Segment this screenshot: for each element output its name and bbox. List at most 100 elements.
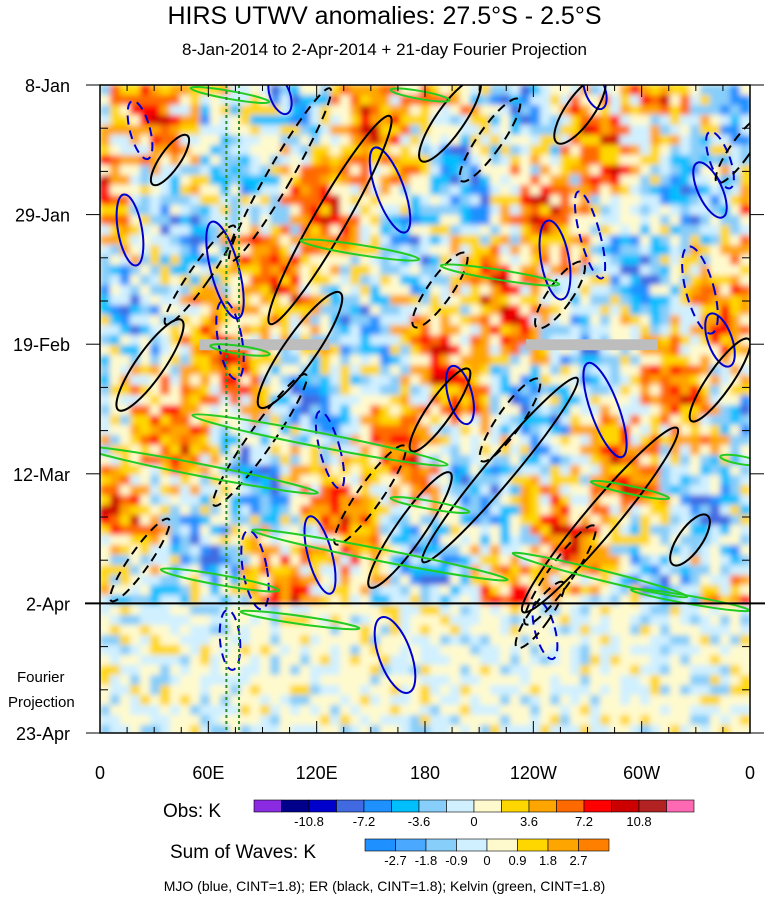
x-tick-label: 180 — [410, 763, 440, 783]
mjo-contour — [705, 130, 735, 190]
obs-colorbar-swatch — [363, 799, 392, 813]
obs-colorbar-swatch — [501, 799, 530, 813]
er-contour — [421, 376, 579, 564]
waves-colorbar-tick: -1.8 — [415, 853, 437, 868]
waves-colorbar-tick: -0.9 — [445, 853, 467, 868]
waves-colorbar-tick: -2.7 — [384, 853, 406, 868]
obs-colorbar-swatch — [611, 799, 640, 813]
mjo-contour — [267, 85, 293, 116]
obs-colorbar-swatch — [308, 799, 337, 813]
obs-colorbar-swatch — [638, 799, 667, 813]
obs-colorbar-tick: 7.2 — [575, 814, 593, 829]
kelvin-contour — [189, 86, 271, 104]
obs-colorbar-tick: 3.6 — [520, 814, 538, 829]
mjo-contour — [582, 85, 608, 111]
y-tick-label: 8-Jan — [25, 76, 70, 96]
anomaly-field — [100, 85, 750, 733]
x-tick-label: 60E — [192, 763, 224, 783]
obs-colorbar-swatch — [473, 799, 502, 813]
obs-colorbar-swatch — [253, 799, 282, 813]
kelvin-contour — [389, 87, 451, 103]
obs-colorbar-tick: 10.8 — [626, 814, 651, 829]
x-tick-label: 0 — [745, 763, 755, 783]
obs-colorbar-swatch — [528, 799, 557, 813]
x-axis: 0 60E 120E 180 120W 60W 0 — [95, 85, 755, 783]
er-contour — [163, 224, 237, 326]
kelvin-contour — [299, 238, 421, 262]
missing-data-band — [526, 339, 658, 351]
er-contour — [523, 524, 597, 626]
mjo-contour — [115, 193, 145, 267]
y-tick-label: 23-Apr — [16, 724, 70, 744]
waves-colorbar-swatch — [547, 838, 579, 852]
waves-colorbar-tick: 0 — [483, 853, 490, 868]
waves-colorbar-label: Sum of Waves: K — [170, 842, 317, 863]
obs-colorbar-swatch — [556, 799, 585, 813]
er-contour — [227, 87, 333, 263]
obs-colorbar-swatch — [391, 799, 420, 813]
projection-label-line2: Projection — [8, 694, 75, 711]
er-contour — [458, 97, 522, 183]
y-tick-label: 2-Apr — [26, 594, 70, 614]
er-contour — [367, 471, 453, 589]
kelvin-contour — [191, 413, 449, 467]
kelvin-contour — [389, 496, 471, 514]
obs-colorbar-swatch — [418, 799, 447, 813]
er-contour — [688, 337, 750, 423]
obs-colorbar-swatch — [336, 799, 365, 813]
waves-colorbar-tick: 0.9 — [508, 853, 526, 868]
kelvin-contour — [511, 551, 689, 599]
y-tick-label: 19-Feb — [13, 335, 70, 355]
waves-colorbar-swatch — [364, 838, 396, 852]
mjo-contour — [531, 599, 559, 661]
kelvin-contour — [159, 567, 281, 593]
chart-title: HIRS UTWV anomalies: 27.5°S - 2.5°S — [167, 2, 602, 30]
mjo-contour — [582, 361, 628, 459]
waves-colorbar-tick: 1.8 — [539, 853, 557, 868]
obs-colorbar-swatch — [583, 799, 612, 813]
er-contour — [256, 290, 344, 410]
er-contour — [109, 517, 171, 603]
waves-colorbar-tick: 2.7 — [569, 853, 587, 868]
mjo-contour — [373, 616, 417, 694]
waves-colorbar-swatch — [517, 838, 549, 852]
er-contour — [514, 580, 566, 650]
x-tick-label: 120W — [510, 763, 557, 783]
waves-colorbar-swatch — [425, 838, 457, 852]
mjo-contour — [681, 245, 719, 335]
er-contour — [408, 367, 472, 453]
chart-subtitle: 8-Jan-2014 to 2-Apr-2014 + 21-day Fourie… — [182, 40, 587, 59]
er-contour — [478, 377, 542, 463]
kelvin-contour — [100, 445, 319, 495]
obs-colorbar-tick: 0 — [470, 814, 477, 829]
er-contour — [267, 114, 393, 326]
mjo-contour — [240, 529, 270, 611]
waves-colorbar-swatch — [456, 838, 488, 852]
mjo-contour — [215, 299, 245, 381]
mjo-contour — [126, 99, 154, 161]
y-axis: 8-Jan 29-Jan 19-Feb 12-Mar 2-Apr 23-Apr — [13, 76, 764, 744]
mjo-contour — [314, 410, 346, 490]
er-contour — [149, 133, 191, 187]
er-contour — [553, 85, 607, 145]
mjo-contour — [445, 364, 475, 426]
kelvin-contour — [589, 479, 671, 501]
y-tick-label: 12-Mar — [13, 465, 70, 485]
contour-legend: MJO (blue, CINT=1.8); ER (black, CINT=1.… — [163, 878, 606, 894]
y-tick-label: 29-Jan — [15, 206, 70, 226]
waves-colorbar-swatch — [578, 838, 610, 852]
kelvin-contour — [719, 453, 750, 467]
waves-colorbar-swatch — [486, 838, 518, 852]
er-contour — [115, 318, 185, 412]
wave-contours — [100, 85, 750, 733]
mjo-contour — [538, 219, 572, 301]
colorbars: -10.8 -7.2 -3.6 0 3.6 7.2 10.8 -2.7 -1.8 -0.9 0 0.9… — [253, 799, 695, 868]
obs-colorbar-label: Obs: K — [163, 801, 222, 822]
waves-colorbar-swatch — [395, 838, 427, 852]
obs-colorbar-tick: -10.8 — [294, 814, 324, 829]
er-contour — [418, 85, 482, 163]
x-tick-label: 0 — [95, 763, 105, 783]
mjo-contour — [704, 312, 736, 368]
x-tick-label: 60W — [623, 763, 660, 783]
